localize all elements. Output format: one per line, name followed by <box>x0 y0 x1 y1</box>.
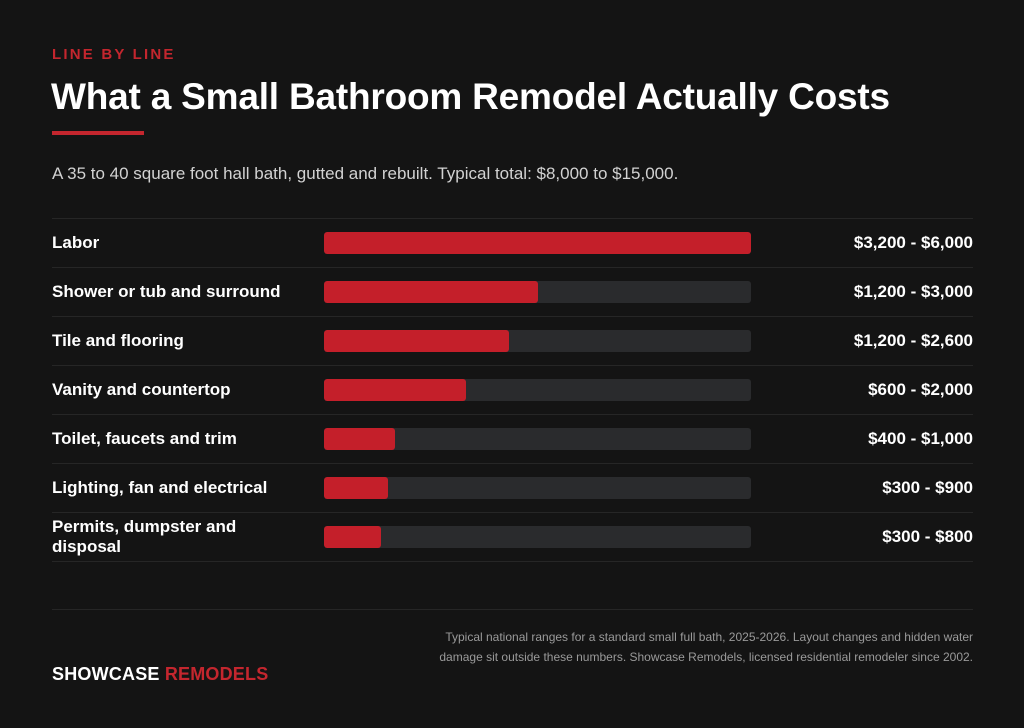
brand-name-part2: REMODELS <box>164 664 269 684</box>
title-underline <box>52 131 144 135</box>
value-label: $300 - $800 <box>882 527 973 546</box>
chart-row: Tile and flooring $1,200 - $2,600 <box>52 317 973 366</box>
category-label: Toilet, faucets and trim <box>52 429 237 448</box>
category-label: Labor <box>52 233 100 252</box>
bar <box>324 379 467 401</box>
brand-name-part1: SHOWCASE <box>52 664 160 684</box>
chart-subtitle: A 35 to 40 square foot hall bath, gutted… <box>52 164 679 183</box>
footer-divider <box>52 609 973 610</box>
chart-title: What a Small Bathroom Remodel Actually C… <box>51 76 890 117</box>
cost-breakdown-chart: Labor $3,200 - $6,000 Shower or tub and su… <box>52 218 973 562</box>
category-label: Permits, dumpster and disposal <box>52 517 237 556</box>
bar <box>324 330 510 352</box>
bar <box>324 477 389 499</box>
value-label: $300 - $900 <box>882 478 973 497</box>
bar-track <box>324 379 751 401</box>
bar-track <box>324 232 751 254</box>
chart-row: Shower or tub and surround $1,200 - $3,00… <box>52 268 973 317</box>
bar-track <box>324 330 751 352</box>
bar <box>324 232 751 254</box>
chart-row: Permits, dumpster and disposal $300 - $80… <box>52 513 973 562</box>
bar-track <box>324 526 751 548</box>
bar-track <box>324 428 751 450</box>
value-label: $400 - $1,000 <box>868 429 973 448</box>
chart-row: Lighting, fan and electrical $300 - $900 <box>52 464 973 513</box>
bar-track <box>324 477 751 499</box>
chart-row: Vanity and countertop $600 - $2,000 <box>52 366 973 415</box>
footnote: Typical national ranges for a standard s… <box>439 630 973 664</box>
value-label: $3,200 - $6,000 <box>853 233 973 252</box>
bar <box>324 281 538 303</box>
eyebrow-label: LINE BY LINE <box>52 46 176 63</box>
bar-track <box>324 281 751 303</box>
category-label: Tile and flooring <box>52 331 184 350</box>
category-label: Lighting, fan and electrical <box>52 478 268 497</box>
bar <box>324 526 381 548</box>
category-label: Vanity and countertop <box>52 380 231 399</box>
value-label: $1,200 - $2,600 <box>853 331 973 350</box>
category-label: Shower or tub and surround <box>52 282 281 301</box>
bar <box>324 428 396 450</box>
value-label: $1,200 - $3,000 <box>853 282 973 301</box>
chart-row: Toilet, faucets and trim $400 - $1,000 <box>52 415 973 464</box>
value-label: $600 - $2,000 <box>868 380 973 399</box>
chart-row: Labor $3,200 - $6,000 <box>52 219 973 268</box>
brand-logo: SHOWCASE REMODELS <box>52 664 268 685</box>
